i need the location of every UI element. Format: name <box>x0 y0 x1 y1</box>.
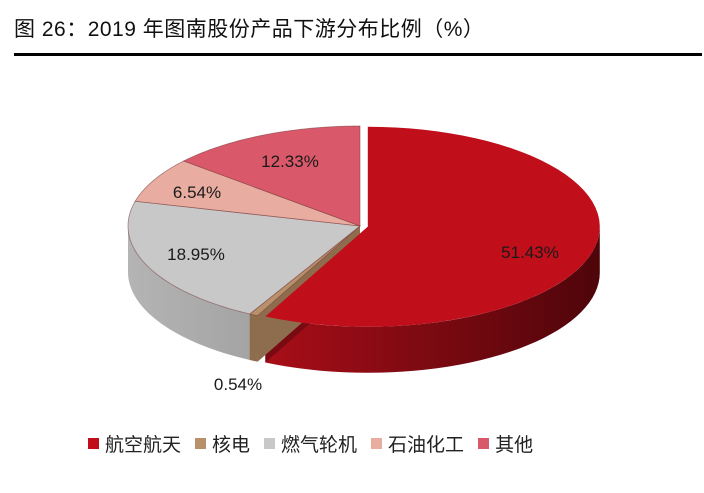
chart-legend: 航空航天 核电 燃气轮机 石油化工 其他 <box>88 430 533 457</box>
legend-swatch-nuclear <box>195 438 207 449</box>
pie-side-gas-turbine <box>128 226 250 360</box>
legend-label-nuclear: 核电 <box>212 434 251 456</box>
legend-item-aerospace: 航空航天 <box>88 430 181 457</box>
legend-swatch-aerospace <box>88 438 99 449</box>
legend-swatch-petrochemical <box>371 438 383 449</box>
pie-slice-aerospace <box>265 126 600 327</box>
title-divider <box>14 53 702 56</box>
pie-slice-other <box>182 125 361 227</box>
legend-item-other: 其他 <box>478 430 533 457</box>
legend-label-aerospace: 航空航天 <box>105 434 182 456</box>
pie-side-aerospace <box>265 226 600 373</box>
legend-swatch-gas-turbine <box>264 438 276 449</box>
legend-item-petrochemical: 石油化工 <box>371 430 464 457</box>
pie-label-gas-turbine: 18.95% <box>167 245 225 264</box>
pie-label-other: 12.33% <box>261 152 319 171</box>
legend-label-gas-turbine: 燃气轮机 <box>281 434 358 456</box>
legend-swatch-other <box>478 438 490 449</box>
legend-label-other: 其他 <box>495 434 534 456</box>
legend-item-nuclear: 核电 <box>195 430 250 457</box>
pie-label-aerospace: 51.43% <box>501 243 559 262</box>
legend-label-petrochemical: 石油化工 <box>388 434 465 456</box>
pie-slice-gas-turbine <box>127 200 362 315</box>
pie-label-nuclear: 0.54% <box>214 375 262 394</box>
figure-title: 图 26：2019 年图南股份产品下游分布比例（%） <box>14 18 485 41</box>
pie-label-petrochemical: 6.54% <box>173 183 221 202</box>
pie-labels: 51.43% 0.54% 18.95% 6.54% 12.33% <box>167 152 559 394</box>
pie-tops <box>127 125 600 327</box>
pie-slice-petrochemical <box>134 160 361 227</box>
legend-item-gas-turbine: 燃气轮机 <box>264 430 357 457</box>
